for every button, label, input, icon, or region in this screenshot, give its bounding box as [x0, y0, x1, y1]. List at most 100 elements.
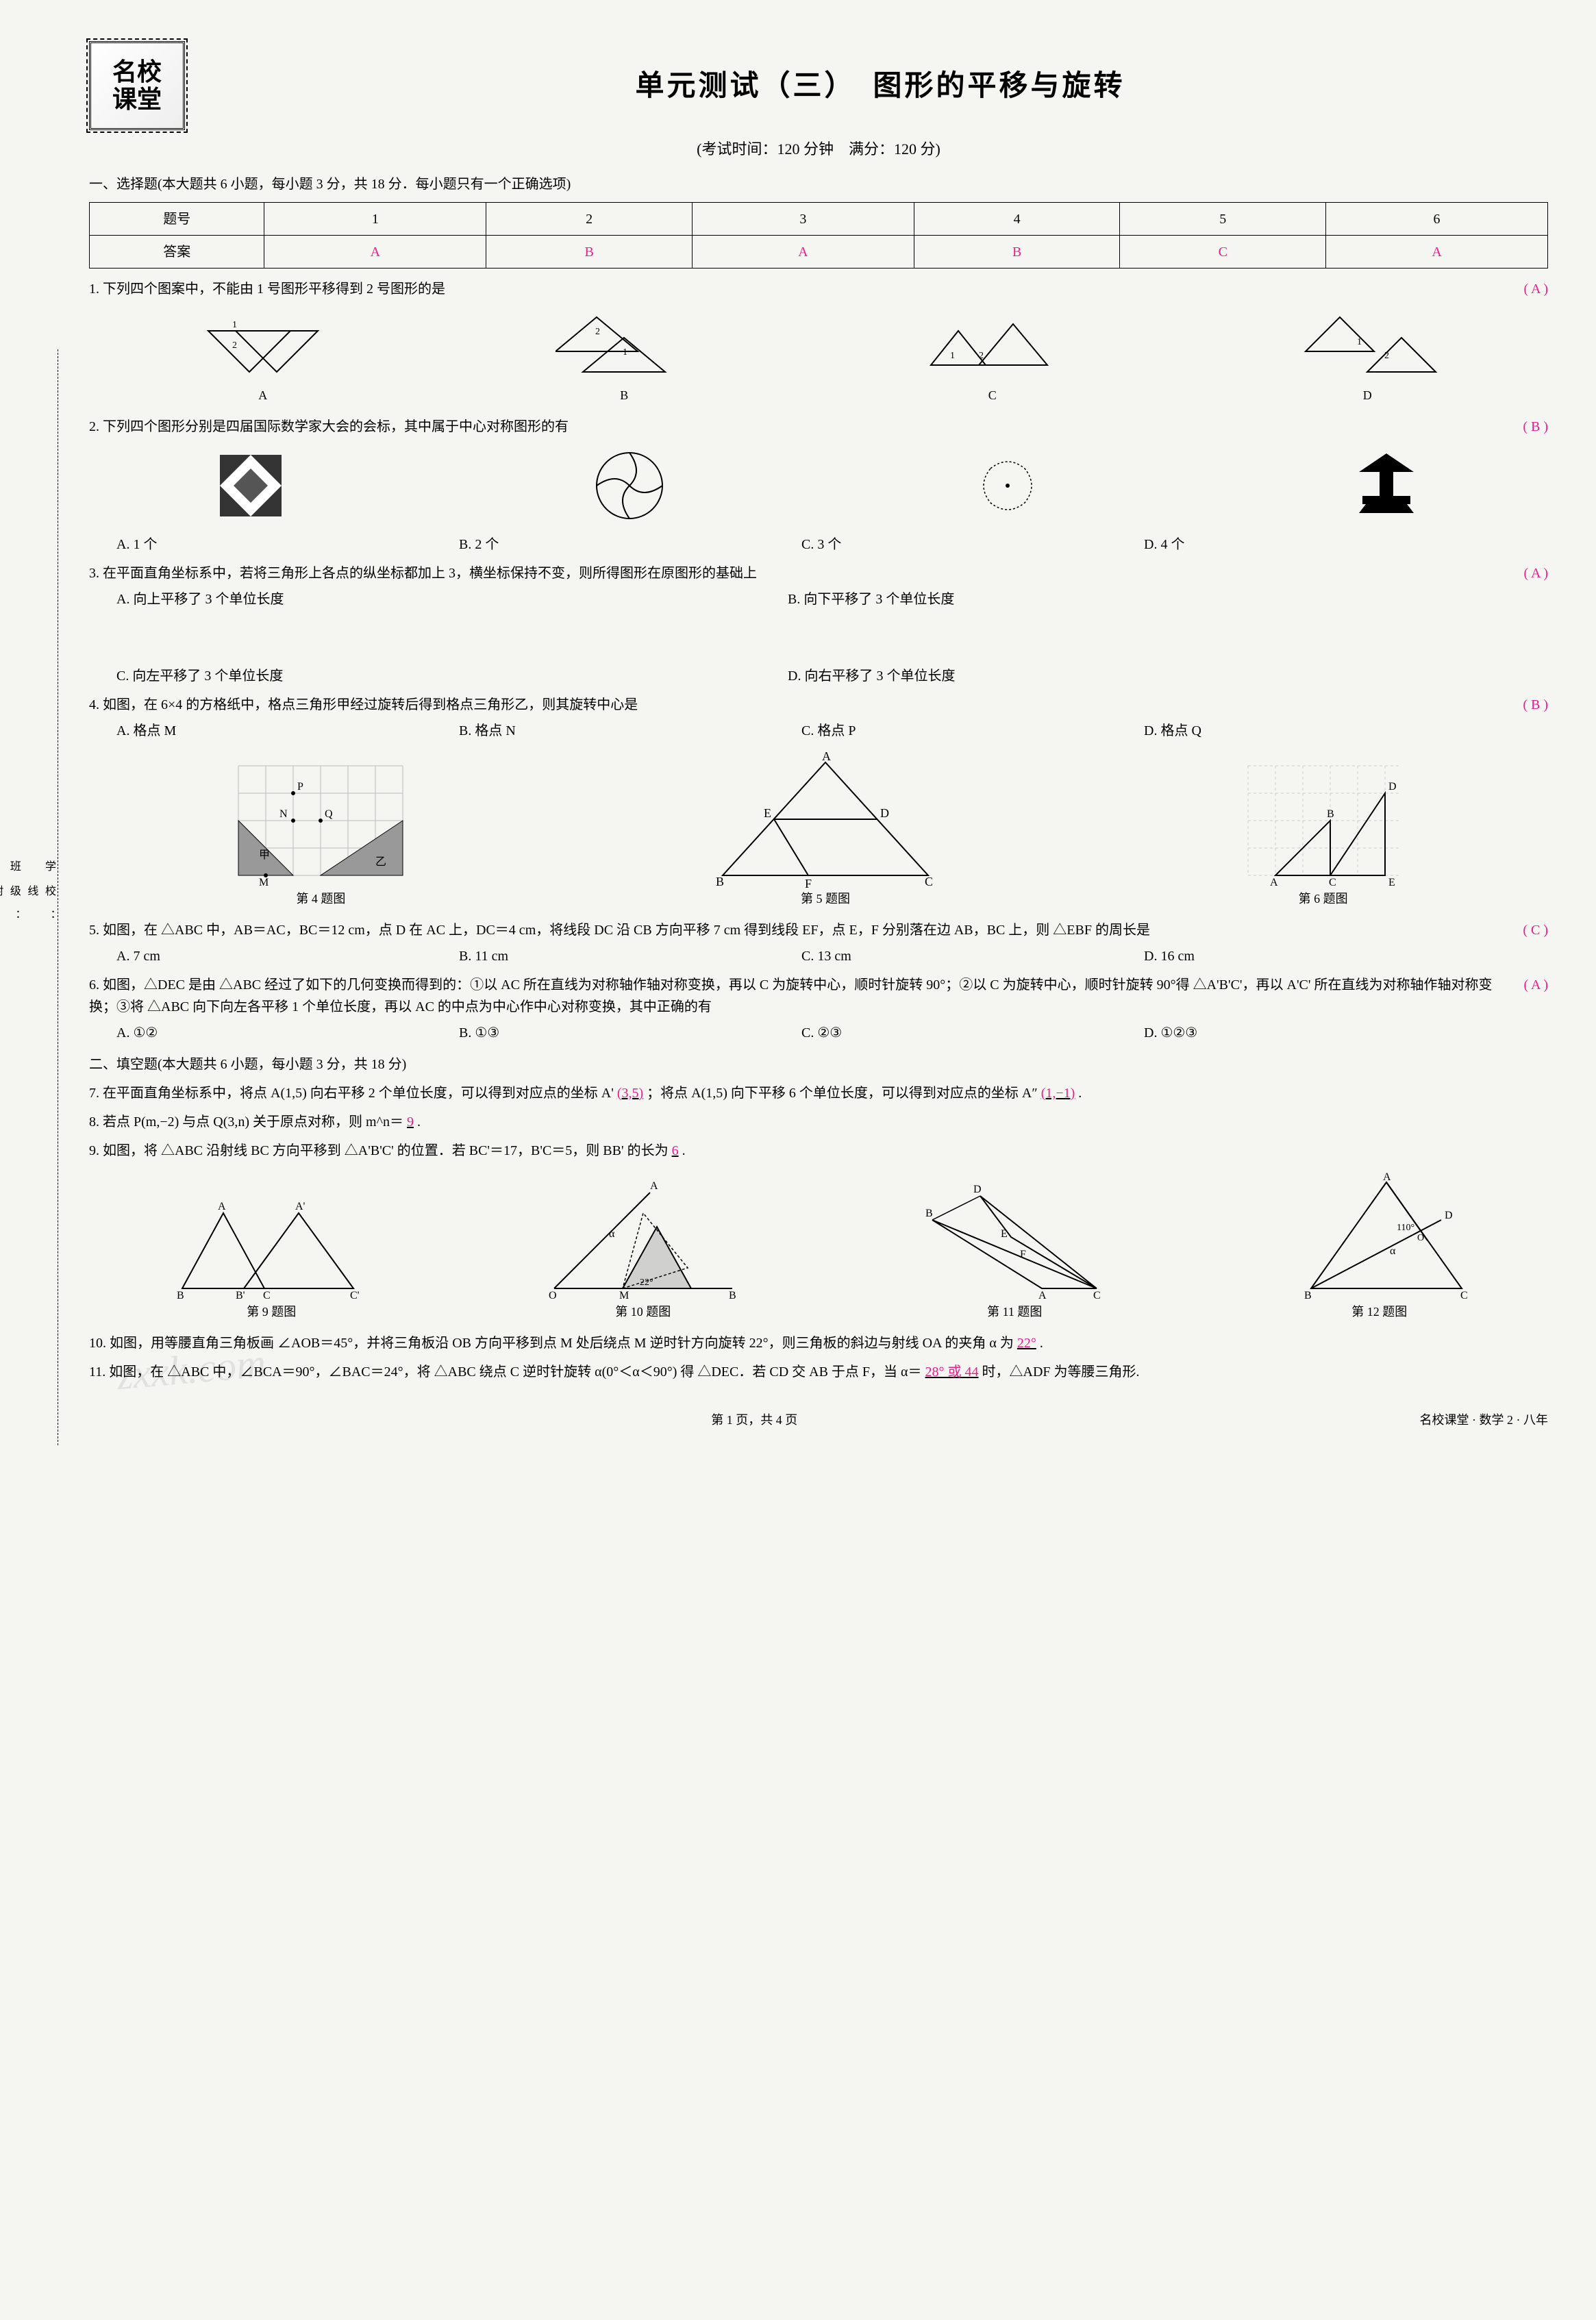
svg-text:1: 1 [623, 347, 627, 358]
q-answer: ( A ) [1523, 974, 1548, 996]
q-answer: ( A ) [1523, 278, 1548, 300]
q-text: 下列四个图形分别是四届国际数学家大会的会标，其中属于中心对称图形的有 [103, 419, 569, 434]
q-text: . [682, 1143, 686, 1158]
fill-answer: 6 [672, 1143, 679, 1158]
q-num: 2. [89, 419, 99, 434]
svg-text:A: A [822, 752, 831, 763]
grid-transform-icon: AB CD E [1234, 752, 1412, 889]
q-answer: ( B ) [1523, 694, 1548, 716]
q-answer: ( C ) [1523, 919, 1548, 941]
svg-text:1: 1 [232, 320, 237, 330]
side-mark: 封 [0, 885, 5, 910]
translate-triangle-icon: AA' BB' CC' [162, 1186, 381, 1302]
q-num: 3. [89, 566, 99, 581]
opt: C. 3 个 [801, 534, 1089, 556]
svg-text:C: C [1093, 1290, 1101, 1301]
triangle-pair-icon: 12 [1292, 310, 1443, 386]
opt: C. 13 cm [801, 945, 1089, 967]
q-num: 11. [89, 1364, 105, 1380]
q-answer: ( A ) [1523, 562, 1548, 584]
svg-text:A': A' [295, 1201, 306, 1212]
watermark: zxxk.com [114, 1330, 269, 1409]
icm-logo-2 [592, 448, 667, 523]
q-num: 6. [89, 977, 99, 993]
svg-text:M: M [259, 877, 269, 888]
page: 学校： 线 班级： 封 姓名： 密 分数： 名校 课堂 单元测试（三） 图形的平… [89, 41, 1548, 1430]
caption: 第 9 题图 [162, 1302, 381, 1322]
q6-options: A. ①② B. ①③ C. ②③ D. ①②③ [116, 1022, 1548, 1044]
footer: 第 1 页，共 4 页 名校课堂 · 数学 2 · 八年 [89, 1410, 1548, 1430]
q-text: 下列四个图案中，不能由 1 号图形平移得到 2 号图形的是 [103, 282, 445, 297]
fill-answer: 22° [1017, 1336, 1036, 1351]
icm-logo-4 [1349, 448, 1424, 523]
svg-text:2: 2 [979, 351, 984, 361]
q2-options: A. 1 个 B. 2 个 C. 3 个 D. 4 个 [116, 534, 1548, 556]
angle-rotate-icon: OA MB α22° [540, 1179, 746, 1302]
caption: 第 12 题图 [1284, 1302, 1475, 1322]
th: 5 [1120, 203, 1326, 236]
svg-text:2: 2 [1384, 351, 1389, 361]
q-num: 8. [89, 1114, 99, 1130]
page-title: 单元测试（三） 图形的平移与旋转 [212, 62, 1548, 108]
logo-box: 名校 课堂 [89, 41, 185, 130]
svg-text:A: A [1038, 1290, 1047, 1301]
th: 2 [486, 203, 693, 236]
svg-text:乙: 乙 [375, 856, 386, 868]
caption: 第 10 题图 [540, 1302, 746, 1322]
binding-margin: 学校： 线 班级： 封 姓名： 密 分数： [31, 349, 58, 1445]
fill-answer: 28° 或 44 [925, 1364, 979, 1380]
q5-options: A. 7 cm B. 11 cm C. 13 cm D. 16 cm [116, 945, 1548, 967]
svg-text:B: B [716, 875, 724, 888]
svg-text:O: O [549, 1290, 557, 1301]
svg-text:B: B [1327, 808, 1334, 820]
q-num: 1. [89, 282, 99, 297]
svg-text:甲: 甲 [259, 849, 270, 861]
triangle-abc-icon: A B C E D F [702, 752, 949, 889]
th: 题号 [90, 203, 264, 236]
td-ans: A [264, 236, 486, 269]
opt: A. ①② [116, 1022, 404, 1044]
q-text: 如图，△DEC 是由 △ABC 经过了如下的几何变换而得到的：①以 AC 所在直… [89, 977, 1493, 1014]
opt: D. ①②③ [1144, 1022, 1432, 1044]
q-text: 时，△ADF 为等腰三角形. [982, 1364, 1140, 1380]
icm-logo-1 [213, 448, 288, 523]
td-ans: B [914, 236, 1120, 269]
question-11: 11. 如图，在 △ABC 中，∠BCA＝90°，∠BAC＝24°，将 △ABC… [89, 1361, 1548, 1383]
svg-text:Q: Q [325, 808, 333, 820]
fig-5: A B C E D F 第 5 题图 [702, 752, 949, 909]
svg-text:A: A [1270, 877, 1278, 888]
td: 答案 [90, 236, 264, 269]
th: 4 [914, 203, 1120, 236]
fig-4: P N Q M 甲乙 第 4 题图 [225, 752, 416, 909]
svg-text:E: E [1388, 877, 1395, 888]
opt: A. 向上平移了 3 个单位长度 [116, 588, 733, 610]
q-text: 若点 P(m,−2) 与点 Q(3,n) 关于原点对称，则 m^n＝ [103, 1114, 403, 1130]
question-5: 5. 如图，在 △ABC 中，AB＝AC，BC＝12 cm，点 D 在 AC 上… [89, 919, 1548, 941]
q-text: 在平面直角坐标系中，若将三角形上各点的纵坐标都加上 3，横坐标保持不变，则所得图… [103, 566, 757, 581]
td-ans: B [486, 236, 693, 269]
svg-text:A: A [1383, 1172, 1391, 1183]
opt: C. 向左平移了 3 个单位长度 [116, 665, 733, 687]
q1-opt-d: 12 D [1292, 310, 1443, 406]
question-3: 3. 在平面直角坐标系中，若将三角形上各点的纵坐标都加上 3，横坐标保持不变，则… [89, 562, 1548, 584]
svg-text:C: C [1329, 877, 1336, 888]
svg-text:1: 1 [950, 351, 955, 361]
question-7: 7. 在平面直角坐标系中，将点 A(1,5) 向右平移 2 个单位长度，可以得到… [89, 1082, 1548, 1104]
question-6: 6. 如图，△DEC 是由 △ABC 经过了如下的几何变换而得到的：①以 AC … [89, 974, 1548, 1018]
section-2-head: 二、填空题(本大题共 6 小题，每小题 3 分，共 18 分) [89, 1053, 1548, 1075]
opt: A. 1 个 [116, 534, 404, 556]
q-text: 如图，在 6×4 的方格纸中，格点三角形甲经过旋转后得到格点三角形乙，则其旋转中… [103, 697, 638, 712]
fig-10: OA MB α22° 第 10 题图 [540, 1179, 746, 1322]
svg-text:B: B [729, 1290, 736, 1301]
svg-text:C': C' [350, 1290, 360, 1301]
opt: D. 16 cm [1144, 945, 1432, 967]
td-ans: A [1326, 236, 1548, 269]
opt: A. 格点 M [116, 720, 404, 742]
q-num: 7. [89, 1086, 99, 1101]
svg-text:N: N [279, 808, 288, 820]
svg-text:D: D [973, 1184, 982, 1195]
th: 6 [1326, 203, 1548, 236]
q9-12-figures: AA' BB' CC' 第 9 题图 OA MB α22° 第 10 题图 [89, 1172, 1548, 1322]
rotate-triangle-icon: BD CA EF [905, 1179, 1124, 1302]
q1-figures: 12 A 21 B 12 C 12 D [89, 310, 1548, 406]
